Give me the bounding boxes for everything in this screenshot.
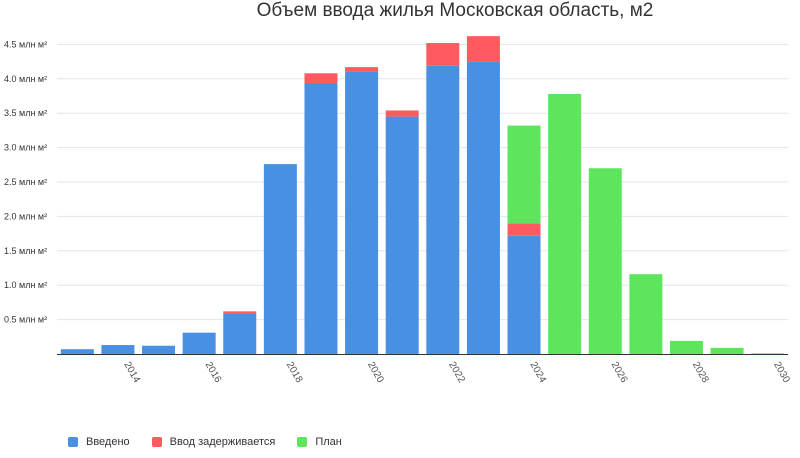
legend-swatch-delayed — [151, 437, 162, 447]
bar-2013-series-0[interactable] — [60, 349, 94, 354]
bar-2020-series-0[interactable] — [345, 71, 379, 355]
bar-2017-series-0[interactable] — [223, 313, 257, 354]
x-tick-label: 2026 — [609, 360, 630, 385]
chart-title: Объем ввода жилья Московская область, м2 — [256, 0, 654, 21]
x-tick-label: 2022 — [446, 360, 467, 385]
bar-2022-series-0[interactable] — [426, 65, 460, 354]
y-tick-label: 0.5 млн м² — [4, 315, 47, 325]
bar-2022-series-1[interactable] — [426, 43, 460, 66]
bar-2030-series-2[interactable] — [751, 353, 785, 355]
bar-2020-series-1[interactable] — [345, 67, 379, 72]
y-tick-label: 2.0 млн м² — [4, 211, 47, 221]
bar-2021-series-1[interactable] — [385, 110, 419, 117]
legend-label-plan: План — [315, 436, 342, 448]
bar-2023-series-0[interactable] — [466, 61, 500, 354]
legend-swatch-plan — [297, 437, 308, 447]
bar-2026-series-2[interactable] — [588, 168, 622, 354]
bars — [60, 36, 785, 355]
legend-label-delayed: Ввод задерживается — [169, 436, 276, 448]
legend-label-vvedeno: Введено — [86, 436, 130, 448]
bar-2029-series-2[interactable] — [710, 347, 744, 354]
x-tick-label: 2024 — [527, 360, 548, 385]
bar-2025-series-2[interactable] — [548, 93, 582, 354]
bar-2023-series-1[interactable] — [466, 36, 500, 62]
bar-2014-series-0[interactable] — [101, 345, 135, 354]
bar-2015-series-0[interactable] — [142, 345, 176, 354]
bar-2019-series-0[interactable] — [304, 82, 338, 354]
x-tick-label: 2018 — [284, 360, 305, 385]
legend: Введено Ввод задерживается План — [68, 436, 364, 448]
y-tick-label: 2.5 млн м² — [4, 177, 47, 187]
legend-item-plan[interactable]: План — [297, 436, 342, 448]
bar-2027-series-2[interactable] — [629, 274, 663, 354]
bar-2016-series-0[interactable] — [182, 332, 216, 354]
y-tick-label: 3.5 млн м² — [4, 108, 47, 118]
legend-item-vvedeno[interactable]: Введено — [68, 436, 130, 448]
bar-2024-series-2[interactable] — [507, 125, 541, 224]
bar-2021-series-0[interactable] — [385, 116, 419, 354]
bar-2018-series-0[interactable] — [263, 164, 297, 354]
bar-2028-series-2[interactable] — [669, 340, 703, 354]
grid-lines — [57, 43, 788, 321]
y-tick-label: 4.0 млн м² — [4, 74, 47, 84]
y-tick-label: 1.5 млн м² — [4, 246, 47, 256]
bar-2017-series-1[interactable] — [223, 311, 257, 314]
y-tick-label: 1.0 млн м² — [4, 280, 47, 290]
x-tick-label: 2016 — [203, 360, 224, 385]
x-tick-label: 2028 — [690, 360, 711, 385]
bar-2024-series-1[interactable] — [507, 223, 541, 236]
bar-2024-series-0[interactable] — [507, 235, 541, 354]
x-tick-label: 2014 — [121, 360, 142, 385]
x-tick-label: 2020 — [365, 360, 386, 385]
x-tick-label: 2030 — [771, 360, 792, 385]
legend-item-delayed[interactable]: Ввод задерживается — [151, 436, 276, 448]
y-tick-label: 4.5 млн м² — [4, 39, 47, 49]
bar-2019-series-1[interactable] — [304, 73, 338, 83]
y-tick-label: 3.0 млн м² — [4, 143, 47, 153]
legend-swatch-vvedeno — [68, 437, 78, 447]
